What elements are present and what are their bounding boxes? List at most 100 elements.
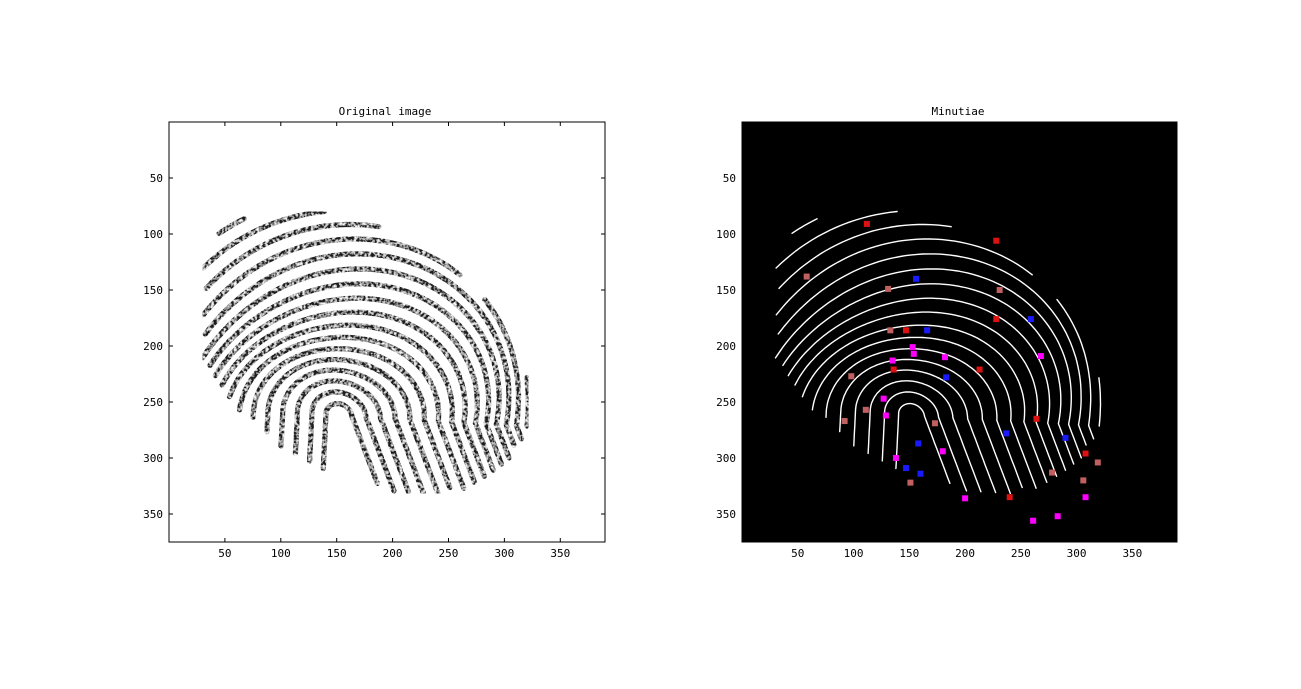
y-tick-label: 200 <box>716 340 736 353</box>
y-tick-label: 50 <box>723 172 736 185</box>
minutia-marker-red <box>1082 450 1089 457</box>
minutia-marker-magenta <box>880 395 887 402</box>
original-image-panel: Original image 50 100 150 200 250 300 350 50 100… <box>143 105 606 560</box>
original-axes-ticks: 50 100 150 200 250 300 350 50 100 150 200 250 300 350 <box>143 122 605 560</box>
panel-title-minutiae: Minutiae <box>932 105 985 118</box>
minutia-marker-blue <box>1027 316 1034 323</box>
minutia-marker-red <box>890 366 897 373</box>
x-tick-label: 100 <box>271 547 291 560</box>
x-tick-label: 350 <box>550 547 570 560</box>
x-tick-label: 300 <box>1067 547 1087 560</box>
y-tick-label: 50 <box>150 172 163 185</box>
ridge <box>203 221 382 291</box>
ridge <box>207 281 504 467</box>
minutia-marker-red <box>993 237 1000 244</box>
minutia-marker-magenta <box>882 412 889 419</box>
y-tick-label: 300 <box>143 452 163 465</box>
minutia-marker-magenta <box>889 357 896 364</box>
minutia-marker-magenta <box>1037 353 1044 360</box>
y-tick-label: 300 <box>716 452 736 465</box>
ridge <box>307 389 397 494</box>
minutia-marker-red <box>863 220 870 227</box>
ridge-skeleton <box>853 369 997 494</box>
minutia-marker-magenta <box>1082 494 1089 501</box>
minutia-marker-pink <box>996 287 1003 293</box>
ridge <box>226 322 478 485</box>
ridge-skeleton <box>881 391 968 492</box>
ridge-skeleton <box>778 223 952 290</box>
ridge-skeleton <box>1056 298 1095 440</box>
minutia-marker-blue <box>917 470 924 477</box>
x-tick-label: 350 <box>1122 547 1142 560</box>
minutiae-axes-ticks: 50 100 150 200 250 300 350 50 100 150 200 250 300 350 <box>716 122 1177 560</box>
minutia-marker-pink <box>931 420 938 427</box>
ridge-skeleton <box>1098 377 1102 427</box>
minutia-marker-magenta <box>962 495 969 502</box>
thinned-ridge-skeleton <box>774 210 1102 495</box>
x-tick-label: 100 <box>844 547 864 560</box>
minutiae-image-background <box>742 122 1177 542</box>
minutia-marker-magenta <box>939 448 946 455</box>
minutia-marker-blue <box>1003 430 1010 437</box>
ridge-skeleton <box>811 336 1037 489</box>
y-tick-label: 250 <box>143 396 163 409</box>
minutia-marker-blue <box>915 440 922 447</box>
ridge <box>264 356 441 496</box>
minutia-marker-pink <box>887 327 894 334</box>
ridge-skeleton <box>775 238 1033 316</box>
ridge-skeleton <box>895 402 951 485</box>
x-tick-label: 150 <box>327 547 347 560</box>
ridge <box>250 346 453 491</box>
minutia-marker-pink <box>803 273 810 280</box>
y-tick-label: 350 <box>143 508 163 521</box>
y-tick-label: 150 <box>716 284 736 297</box>
minutia-marker-pink <box>1080 477 1087 484</box>
x-tick-label: 300 <box>494 547 514 560</box>
minutia-marker-blue <box>902 465 909 472</box>
ridge <box>216 216 247 236</box>
x-tick-label: 200 <box>383 547 403 560</box>
ridge-skeleton <box>825 348 1023 489</box>
minutia-marker-blue <box>1062 434 1069 441</box>
minutiae-axes-frame <box>741 121 1178 543</box>
ridge <box>320 401 380 486</box>
minutia-marker-magenta <box>1054 513 1061 520</box>
original-fingerprint-image <box>199 208 531 496</box>
ridge <box>292 378 412 495</box>
minutiae-panel: Minutiae 50 100 150 200 250 300 350 50 100 150 200… <box>716 105 1178 560</box>
minutia-marker-magenta <box>910 350 917 357</box>
ridge <box>278 367 426 496</box>
minutia-marker-red <box>976 366 983 373</box>
minutia-marker-blue <box>913 275 919 282</box>
x-tick-label: 150 <box>899 547 919 560</box>
ridge <box>482 297 525 442</box>
ridge-skeleton <box>782 283 1075 465</box>
x-tick-label: 250 <box>439 547 459 560</box>
y-tick-label: 350 <box>716 508 736 521</box>
minutia-marker-red <box>1033 415 1040 422</box>
y-tick-label: 150 <box>143 284 163 297</box>
ridge-skeleton <box>774 268 1082 459</box>
ridge-skeleton <box>867 380 982 493</box>
minutia-marker-magenta <box>909 344 916 351</box>
y-tick-label: 100 <box>143 228 163 241</box>
minutia-marker-magenta <box>1030 517 1037 524</box>
minutia-marker-pink <box>1094 459 1101 466</box>
ridge <box>219 309 487 479</box>
minutia-marker-magenta <box>942 354 948 361</box>
ridge-skeleton <box>777 253 1087 446</box>
minutia-marker-pink <box>1049 469 1056 476</box>
x-tick-label: 50 <box>218 547 231 560</box>
y-tick-label: 250 <box>716 396 736 409</box>
minutiae-markers <box>803 220 1101 524</box>
ridge-skeleton <box>791 218 818 234</box>
ridge-skeleton <box>794 311 1058 477</box>
minutia-marker-blue <box>943 374 950 381</box>
minutia-marker-red <box>993 316 1000 323</box>
ridge-skeleton <box>787 297 1067 471</box>
ridge <box>237 334 467 491</box>
minutia-marker-pink <box>907 479 914 486</box>
x-tick-label: 250 <box>1011 547 1031 560</box>
ridge <box>200 236 463 318</box>
